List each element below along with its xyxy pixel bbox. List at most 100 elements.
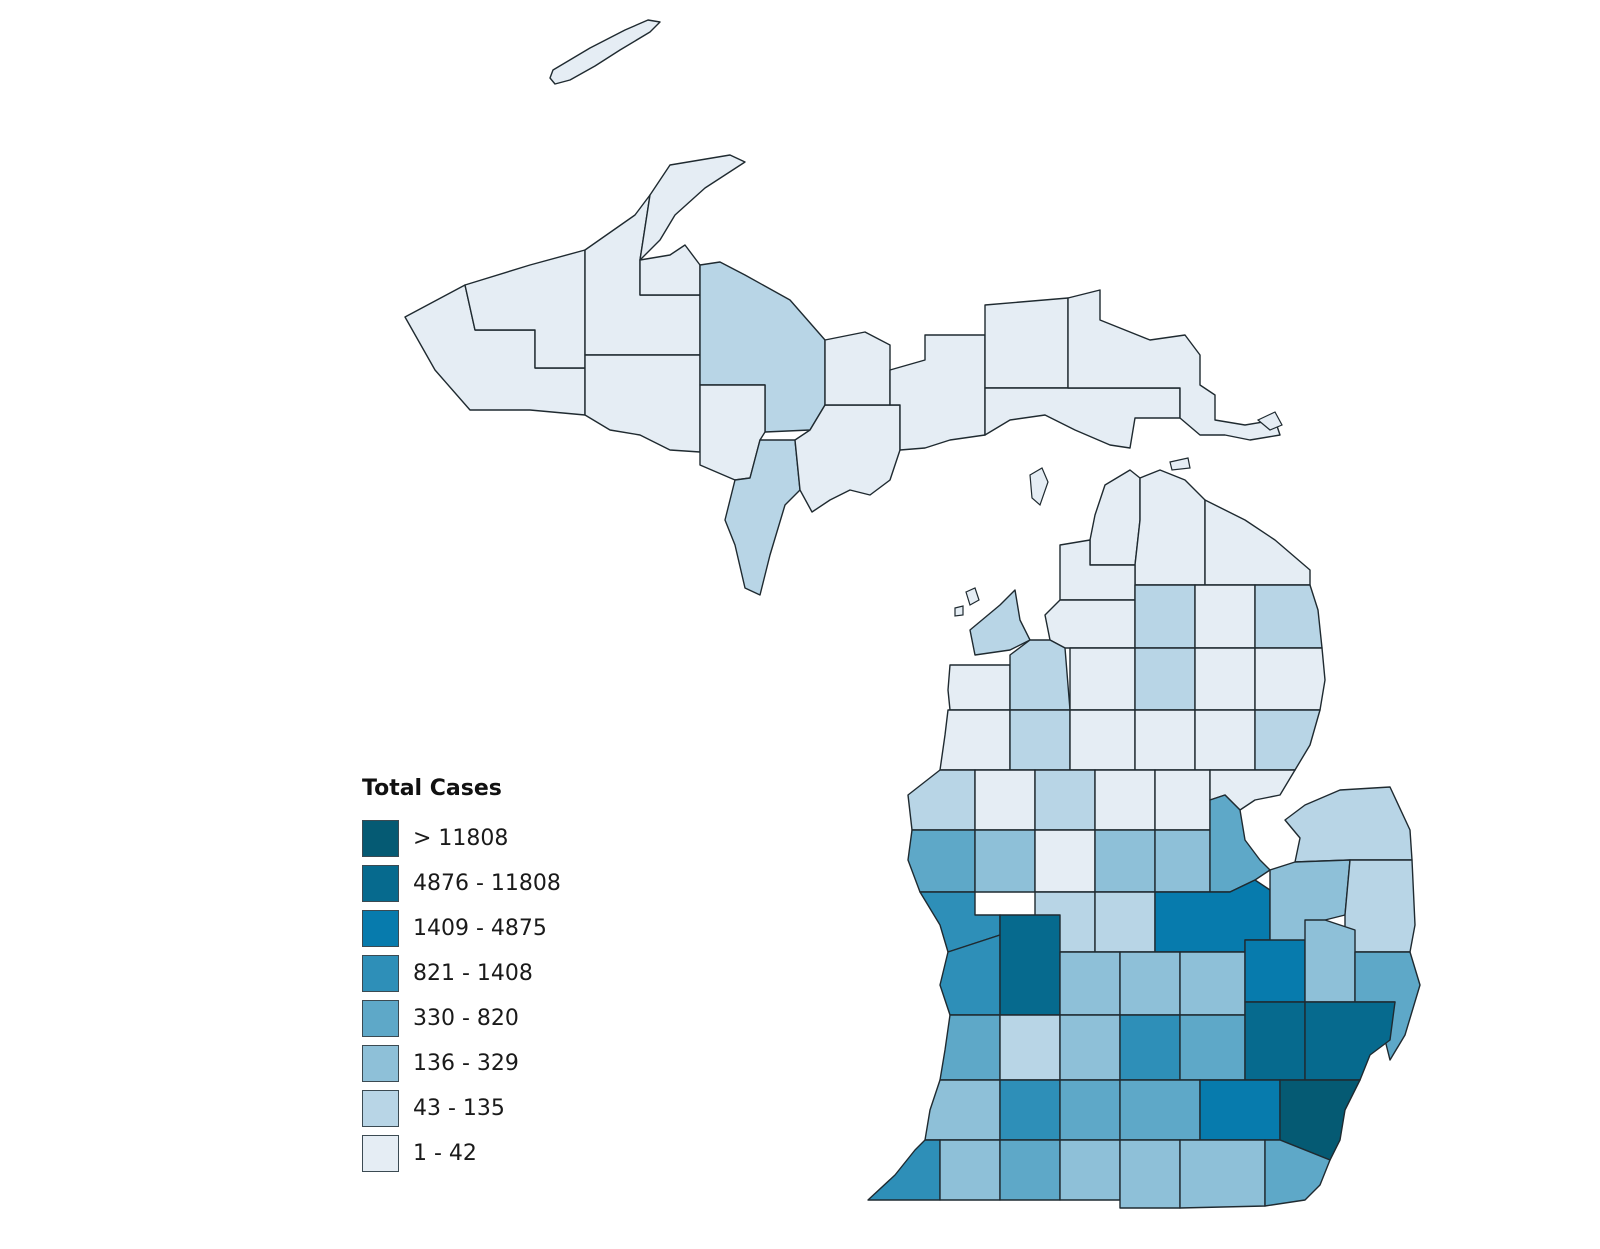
legend-item: 43 - 135 (362, 1086, 622, 1131)
county-ogemaw[interactable] (1194, 709, 1256, 771)
county-lake[interactable] (974, 769, 1036, 831)
county-livingston[interactable] (1179, 1014, 1246, 1081)
county-oceana[interactable] (907, 829, 976, 893)
county-ontonagon[interactable] (464, 249, 586, 369)
legend-item: 821 - 1408 (362, 951, 622, 996)
county-newaygo[interactable] (974, 829, 1036, 893)
county-allegan[interactable] (939, 1014, 1001, 1081)
legend-swatch (362, 1135, 399, 1172)
county-shiawassee[interactable] (1179, 951, 1246, 1016)
county-mecosta[interactable] (1034, 829, 1096, 893)
county-iron[interactable] (584, 354, 701, 453)
island-bois-blanc (1169, 457, 1191, 471)
county-crawford[interactable] (1134, 647, 1196, 711)
county-jackson[interactable] (1119, 1079, 1201, 1141)
county-isabella[interactable] (1094, 829, 1156, 893)
county-ionia[interactable] (1059, 951, 1121, 1016)
county-luce[interactable] (984, 297, 1069, 389)
county-leelanau[interactable] (969, 589, 1031, 656)
county-oakland[interactable] (1244, 1001, 1306, 1081)
county-gratiot[interactable] (1094, 891, 1156, 953)
county-keweenaw[interactable] (639, 154, 746, 261)
county-osceola[interactable] (1034, 769, 1096, 831)
county-montmorency[interactable] (1194, 584, 1256, 649)
county-antrim[interactable] (1044, 599, 1136, 649)
county-wexford[interactable] (1009, 709, 1071, 771)
legend-item: 1409 - 4875 (362, 906, 622, 951)
legend-item: 1 - 42 (362, 1131, 622, 1176)
county-clare[interactable] (1094, 769, 1156, 831)
county-presque-isle[interactable] (1204, 499, 1311, 586)
legend: Total Cases > 11808 4876 - 11808 1409 - … (362, 776, 622, 1176)
county-alger[interactable] (824, 331, 891, 406)
county-lapeer[interactable] (1304, 919, 1356, 1003)
legend-label: 821 - 1408 (413, 961, 533, 986)
county-macomb[interactable] (1304, 1001, 1396, 1081)
county-benzie[interactable] (947, 664, 1011, 711)
county-kent[interactable] (999, 914, 1061, 1016)
county-genesee[interactable] (1244, 939, 1306, 1003)
county-kalkaska[interactable] (1069, 647, 1136, 711)
legend-item: > 11808 (362, 816, 622, 861)
legend-item: 4876 - 11808 (362, 861, 622, 906)
county-isle-royale[interactable] (549, 19, 661, 85)
county-oscoda[interactable] (1194, 647, 1256, 711)
county-roscommon[interactable] (1134, 709, 1196, 771)
county-branch[interactable] (1059, 1139, 1121, 1201)
legend-label: 1 - 42 (413, 1141, 477, 1166)
county-chippewa[interactable] (1067, 289, 1281, 441)
county-bay[interactable] (1209, 794, 1271, 893)
county-barry[interactable] (999, 1014, 1061, 1081)
legend-swatch (362, 910, 399, 947)
legend-label: > 11808 (413, 826, 509, 851)
county-huron[interactable] (1284, 786, 1413, 863)
county-mason[interactable] (907, 769, 976, 831)
county-manistee[interactable] (939, 709, 1011, 771)
county-alcona[interactable] (1254, 647, 1326, 711)
county-menominee[interactable] (724, 439, 801, 596)
county-berrien[interactable] (867, 1139, 941, 1201)
legend-item: 136 - 329 (362, 1041, 622, 1086)
county-otsego[interactable] (1134, 584, 1196, 649)
county-iosco[interactable] (1254, 709, 1321, 771)
county-cass[interactable] (939, 1139, 1001, 1201)
county-st-joseph[interactable] (999, 1139, 1061, 1201)
legend-label: 4876 - 11808 (413, 871, 561, 896)
legend-swatch (362, 865, 399, 902)
county-grand-traverse[interactable] (1009, 639, 1071, 711)
county-clinton[interactable] (1119, 951, 1181, 1016)
county-mackinac[interactable] (984, 387, 1181, 449)
county-midland[interactable] (1154, 829, 1211, 893)
county-baraga[interactable] (639, 244, 701, 296)
county-delta[interactable] (794, 404, 901, 513)
county-kalamazoo[interactable] (999, 1079, 1061, 1141)
county-alpena[interactable] (1254, 584, 1323, 649)
county-calhoun[interactable] (1059, 1079, 1121, 1141)
county-hillsdale[interactable] (1119, 1139, 1181, 1209)
county-lenawee[interactable] (1179, 1139, 1266, 1209)
legend-swatch (362, 1045, 399, 1082)
legend-label: 43 - 135 (413, 1096, 505, 1121)
county-monroe[interactable] (1264, 1139, 1331, 1207)
county-van-buren[interactable] (924, 1079, 1001, 1141)
county-ingham[interactable] (1119, 1014, 1181, 1081)
county-cheboygan[interactable] (1134, 469, 1206, 586)
legend-label: 136 - 329 (413, 1051, 519, 1076)
legend-swatch (362, 955, 399, 992)
county-missaukee[interactable] (1069, 709, 1136, 771)
county-washtenaw[interactable] (1199, 1079, 1281, 1141)
island-south-manitou (954, 605, 964, 617)
legend-swatch (362, 1000, 399, 1037)
legend-title: Total Cases (362, 776, 502, 801)
county-schoolcraft[interactable] (889, 334, 986, 451)
legend-swatch (362, 820, 399, 857)
county-emmet[interactable] (1089, 469, 1141, 566)
legend-label: 330 - 820 (413, 1006, 519, 1031)
island-beaver (1029, 467, 1049, 507)
legend-swatch (362, 1090, 399, 1127)
legend-label: 1409 - 4875 (413, 916, 547, 941)
island-north-manitou (965, 587, 980, 606)
county-eaton[interactable] (1059, 1014, 1121, 1081)
county-gladwin[interactable] (1154, 769, 1211, 831)
